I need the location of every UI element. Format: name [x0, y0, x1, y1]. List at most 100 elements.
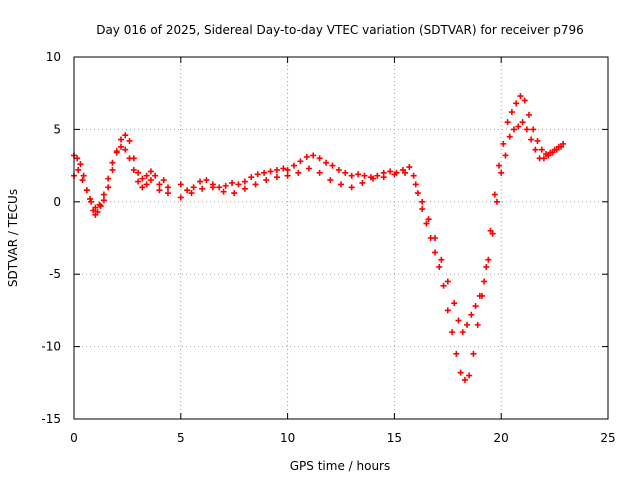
data-point [553, 146, 560, 153]
data-point [74, 155, 81, 162]
data-point [521, 97, 528, 104]
data-point [139, 184, 146, 191]
data-point [540, 155, 547, 162]
x-tick-label: 15 [387, 431, 402, 445]
data-point [335, 166, 342, 173]
data-point [412, 181, 419, 188]
data-point [87, 195, 94, 202]
data-point [419, 198, 426, 205]
data-point [117, 143, 124, 150]
data-point [261, 169, 268, 176]
data-point [470, 350, 477, 357]
data-point [305, 165, 312, 172]
data-point [530, 126, 537, 133]
data-point [466, 372, 473, 379]
axis-ticks: 0 5 10 15 20 25 -15 -10 -5 0 5 10 [41, 50, 615, 445]
data-point [406, 164, 413, 171]
data-point [83, 187, 90, 194]
data-point [254, 171, 261, 178]
data-point [130, 166, 137, 173]
data-point [190, 184, 197, 191]
data-point [504, 119, 511, 126]
data-point [440, 282, 447, 289]
data-point [92, 204, 99, 211]
data-point [105, 175, 112, 182]
data-point [523, 126, 530, 133]
data-point [425, 216, 432, 223]
data-point [444, 278, 451, 285]
data-point [472, 303, 479, 310]
data-point [491, 191, 498, 198]
data-point [241, 185, 248, 192]
data-point [361, 172, 368, 179]
data-point [506, 133, 513, 140]
data-point [431, 249, 438, 256]
data-point [263, 177, 270, 184]
data-point [229, 179, 236, 186]
data-point [156, 187, 163, 194]
data-point [122, 146, 129, 153]
data-point [402, 169, 409, 176]
data-point [147, 168, 154, 175]
data-point [517, 93, 524, 100]
data-point [449, 329, 456, 336]
data-point [453, 350, 460, 357]
data-point [380, 174, 387, 181]
data-point [117, 136, 124, 143]
data-point [188, 190, 195, 197]
data-point [79, 177, 86, 184]
data-point [295, 169, 302, 176]
data-point [419, 206, 426, 213]
data-point [160, 177, 167, 184]
data-point [316, 169, 323, 176]
data-point [96, 201, 103, 208]
data-point [147, 177, 154, 184]
data-point [273, 166, 280, 173]
data-point [267, 168, 274, 175]
data-point [410, 172, 417, 179]
data-point [493, 198, 500, 205]
x-tick-label: 5 [177, 431, 185, 445]
data-point [370, 175, 377, 182]
data-point [88, 198, 95, 205]
data-point [532, 146, 539, 153]
y-tick-label: 10 [46, 50, 61, 64]
y-tick-label: 0 [53, 195, 61, 209]
data-point [534, 137, 541, 144]
y-tick-label: -15 [41, 412, 61, 426]
data-point [94, 208, 101, 215]
data-point [508, 109, 515, 116]
data-point [481, 278, 488, 285]
data-point [515, 123, 522, 130]
data-point [474, 321, 481, 328]
data-point [498, 169, 505, 176]
data-point [459, 329, 466, 336]
data-point [216, 184, 223, 191]
data-point [203, 177, 210, 184]
data-point [461, 376, 468, 383]
data-point [109, 159, 116, 166]
data-point [248, 174, 255, 181]
data-point [291, 162, 298, 169]
data-point [423, 220, 430, 227]
data-point [310, 152, 317, 159]
data-point [135, 178, 142, 185]
data-point [241, 178, 248, 185]
data-point [374, 172, 381, 179]
y-tick-label: -10 [41, 340, 61, 354]
data-point [220, 188, 227, 195]
data-point [538, 146, 545, 153]
data-point [528, 136, 535, 143]
data-point [348, 172, 355, 179]
data-point [284, 172, 291, 179]
data-point [431, 235, 438, 241]
x-tick-label: 25 [600, 431, 615, 445]
data-point [342, 169, 349, 176]
data-point [323, 159, 330, 166]
data-point [468, 311, 475, 318]
data-point [355, 171, 362, 178]
x-axis-label: GPS time / hours [290, 459, 391, 473]
data-point [164, 184, 171, 191]
